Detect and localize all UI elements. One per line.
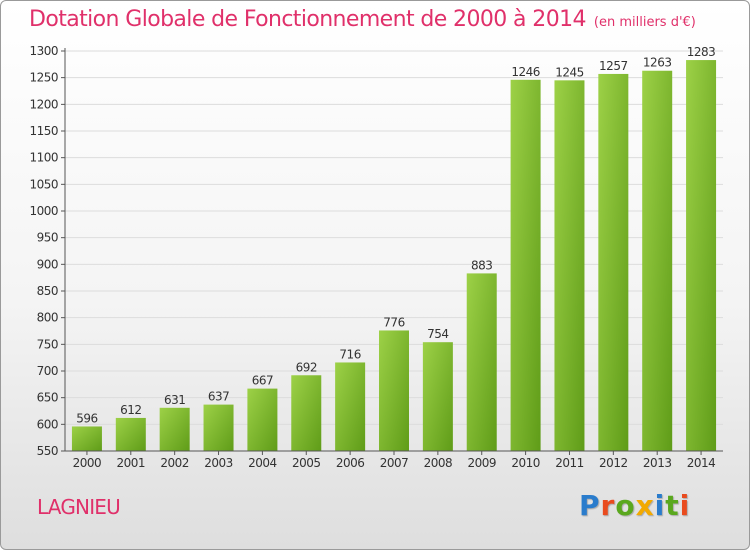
chart-title-text: Dotation Globale de Fonctionnement de 20… <box>29 7 587 32</box>
y-tick-label: 1050 <box>29 177 58 191</box>
y-tick-label: 900 <box>37 257 58 271</box>
data-label: 612 <box>120 403 141 417</box>
data-label: 1246 <box>511 65 540 79</box>
logo-letter: o <box>615 489 636 522</box>
y-tick-label: 700 <box>37 364 58 378</box>
y-tick-label: 800 <box>37 311 58 325</box>
bar <box>598 73 629 451</box>
chart-title: Dotation Globale de Fonctionnement de 20… <box>29 7 696 32</box>
logo-letter: x <box>635 489 655 522</box>
x-tick-label: 2012 <box>599 456 628 470</box>
x-tick-label: 2001 <box>117 456 146 470</box>
bar <box>466 273 497 451</box>
x-tick-label: 2004 <box>248 456 277 470</box>
logo-letter: r <box>600 489 616 522</box>
data-label: 1283 <box>687 45 716 59</box>
x-tick-label: 2014 <box>687 456 716 470</box>
x-tick-label: 2005 <box>292 456 321 470</box>
logo-letter: t <box>665 489 680 522</box>
data-label: 667 <box>252 374 273 388</box>
logo-letter: P <box>579 489 601 522</box>
chart-subtitle: (en milliers d'€) <box>593 15 696 30</box>
commune-name: LAGNIEU <box>37 495 121 519</box>
x-tick-label: 2000 <box>73 456 102 470</box>
bar <box>203 404 234 451</box>
data-label: 1245 <box>555 65 584 79</box>
data-label: 883 <box>471 258 492 272</box>
y-tick-label: 1250 <box>29 71 58 85</box>
data-label: 1263 <box>643 56 672 70</box>
bar <box>686 60 717 452</box>
y-tick-label: 1150 <box>29 124 58 138</box>
x-tick-label: 2003 <box>204 456 233 470</box>
x-axis: 2000 2001 2002 2003 2004 2005 2006 2007 2008 2009… <box>65 450 723 470</box>
data-label: 1257 <box>599 59 628 73</box>
x-tick-label: 2007 <box>380 456 409 470</box>
x-tick-label: 2011 <box>555 456 584 470</box>
data-label: 716 <box>339 347 360 361</box>
bar <box>422 342 453 451</box>
x-tick-label: 2010 <box>511 456 540 470</box>
y-tick-label: 850 <box>37 284 58 298</box>
bar <box>115 417 146 451</box>
x-tick-label: 2006 <box>336 456 365 470</box>
bar <box>510 79 541 452</box>
y-axis: 550 600 650 700 750 800 850 900 950 1000 1050 1100 1… <box>29 44 66 458</box>
data-label: 637 <box>208 390 229 404</box>
x-tick-label: 2009 <box>467 456 496 470</box>
data-label: 754 <box>427 327 448 341</box>
data-label: 596 <box>76 411 97 425</box>
y-tick-label: 1100 <box>29 151 58 165</box>
bar <box>335 362 366 451</box>
proxiti-logo[interactable]: Proxiti <box>579 489 690 522</box>
bar <box>291 375 322 451</box>
data-label: 692 <box>296 360 317 374</box>
bar <box>247 388 278 451</box>
bar <box>642 70 673 451</box>
y-tick-label: 650 <box>37 391 58 405</box>
y-tick-label: 1200 <box>29 97 58 111</box>
x-tick-label: 2013 <box>643 456 672 470</box>
y-tick-label: 600 <box>37 417 58 431</box>
y-tick-label: 750 <box>37 337 58 351</box>
logo-letter: i <box>679 489 691 522</box>
y-tick-label: 1000 <box>29 204 58 218</box>
x-tick-label: 2002 <box>160 456 189 470</box>
data-label: 776 <box>383 315 404 329</box>
y-tick-label: 950 <box>37 231 58 245</box>
bars: 596 612 631 637 667 692 716 776 754 883 1246 1245 12… <box>71 45 717 452</box>
x-tick-label: 2008 <box>424 456 453 470</box>
bar <box>159 407 190 451</box>
y-tick-label: 550 <box>37 444 58 458</box>
bar <box>379 330 409 451</box>
y-tick-label: 1300 <box>29 44 58 58</box>
logo-letter: i <box>654 489 666 522</box>
bar <box>71 426 102 451</box>
data-label: 631 <box>164 393 185 407</box>
bar <box>554 80 585 451</box>
